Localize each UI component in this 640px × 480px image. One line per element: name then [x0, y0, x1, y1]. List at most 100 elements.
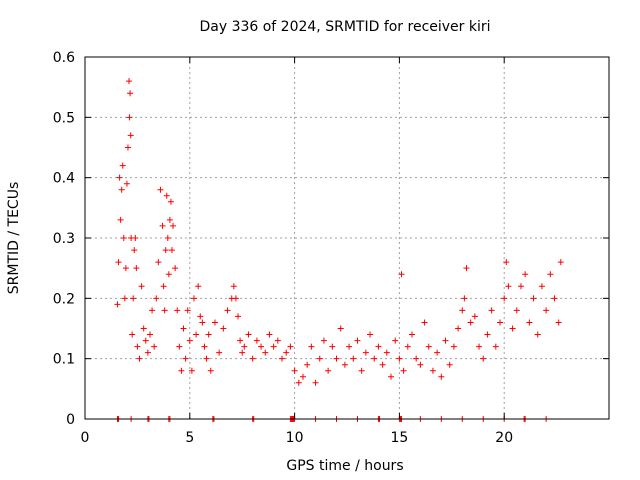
- x-tick-label: 10: [286, 430, 304, 446]
- data-point: [207, 367, 214, 374]
- y-axis: 0 0.1 0.2 0.3 0.4 0.5 0.6: [53, 50, 609, 428]
- x-tick-label: 15: [390, 430, 408, 446]
- data-point: [308, 343, 315, 350]
- y-tick-label: 0.5: [53, 110, 75, 126]
- data-point: [127, 90, 134, 97]
- data-point: [195, 283, 202, 290]
- data-point: [126, 114, 133, 121]
- data-point: [461, 295, 468, 302]
- data-point: [230, 283, 237, 290]
- data-point: [239, 349, 246, 356]
- data-point: [526, 319, 533, 326]
- data-point: [117, 216, 124, 223]
- data-point: [476, 343, 483, 350]
- data-point: [220, 325, 227, 332]
- data-point: [165, 271, 172, 278]
- data-point: [442, 337, 449, 344]
- data-point: [283, 349, 290, 356]
- data-point: [205, 331, 212, 338]
- data-point: [138, 283, 145, 290]
- data-points: [114, 78, 564, 386]
- data-point: [155, 259, 162, 266]
- data-point: [291, 367, 298, 374]
- data-point: [123, 180, 130, 187]
- data-point: [170, 222, 177, 229]
- data-point: [299, 373, 306, 380]
- data-point: [459, 307, 466, 314]
- data-point: [119, 162, 126, 169]
- data-point: [146, 331, 153, 338]
- data-point: [362, 349, 369, 356]
- data-point: [375, 343, 382, 350]
- data-point: [492, 343, 499, 350]
- data-point: [253, 337, 260, 344]
- data-point: [136, 355, 143, 362]
- y-tick-label: 0.3: [53, 231, 75, 247]
- y-tick-label: 0: [66, 412, 75, 428]
- data-point: [408, 331, 415, 338]
- data-point: [232, 295, 239, 302]
- data-point: [131, 247, 138, 254]
- data-point: [358, 367, 365, 374]
- data-point: [193, 331, 200, 338]
- data-point: [371, 355, 378, 362]
- data-point: [555, 319, 562, 326]
- data-point: [184, 307, 191, 314]
- data-point: [174, 307, 181, 314]
- data-point: [201, 343, 208, 350]
- data-point: [178, 367, 185, 374]
- data-point: [176, 343, 183, 350]
- data-point: [505, 283, 512, 290]
- data-point: [118, 186, 125, 193]
- data-point: [164, 235, 171, 241]
- data-point: [497, 319, 504, 326]
- y-tick-label: 0.4: [53, 171, 75, 187]
- data-point: [159, 222, 166, 229]
- data-point: [398, 271, 405, 278]
- data-point: [162, 247, 169, 254]
- data-point: [379, 361, 386, 368]
- data-point: [258, 343, 265, 350]
- data-point: [350, 355, 357, 362]
- data-point: [133, 265, 140, 272]
- data-point: [530, 295, 537, 302]
- data-point: [480, 355, 487, 362]
- data-point: [241, 343, 248, 350]
- data-point: [337, 325, 344, 332]
- data-point: [151, 343, 158, 350]
- data-point: [471, 313, 478, 320]
- data-point: [455, 325, 462, 332]
- data-point: [270, 343, 277, 350]
- data-point: [557, 259, 564, 266]
- y-tick-label: 0.2: [53, 291, 75, 307]
- data-point: [134, 343, 141, 350]
- data-point: [341, 361, 348, 368]
- data-point: [203, 355, 210, 362]
- data-point: [142, 337, 149, 344]
- data-point: [316, 355, 323, 362]
- data-point: [551, 295, 558, 302]
- data-point: [501, 295, 508, 302]
- data-point: [413, 355, 420, 362]
- data-point: [467, 319, 474, 326]
- y-tick-label: 0.6: [53, 50, 75, 66]
- data-point: [132, 235, 139, 241]
- chart-title: Day 336 of 2024, SRMTID for receiver kir…: [199, 19, 490, 35]
- data-point: [503, 259, 510, 266]
- x-tick-label: 0: [81, 430, 90, 446]
- data-point: [287, 343, 294, 350]
- data-point: [190, 295, 197, 302]
- data-point: [199, 319, 206, 326]
- data-point: [509, 325, 516, 332]
- data-point: [120, 235, 127, 241]
- data-point: [124, 144, 131, 151]
- x-axis: 0 5 10 15 20: [81, 57, 513, 446]
- data-point: [126, 78, 133, 85]
- data-point: [115, 259, 122, 266]
- data-point: [425, 343, 432, 350]
- data-point: [180, 325, 187, 332]
- data-point: [304, 361, 311, 368]
- data-point: [295, 379, 302, 386]
- data-point: [186, 337, 193, 344]
